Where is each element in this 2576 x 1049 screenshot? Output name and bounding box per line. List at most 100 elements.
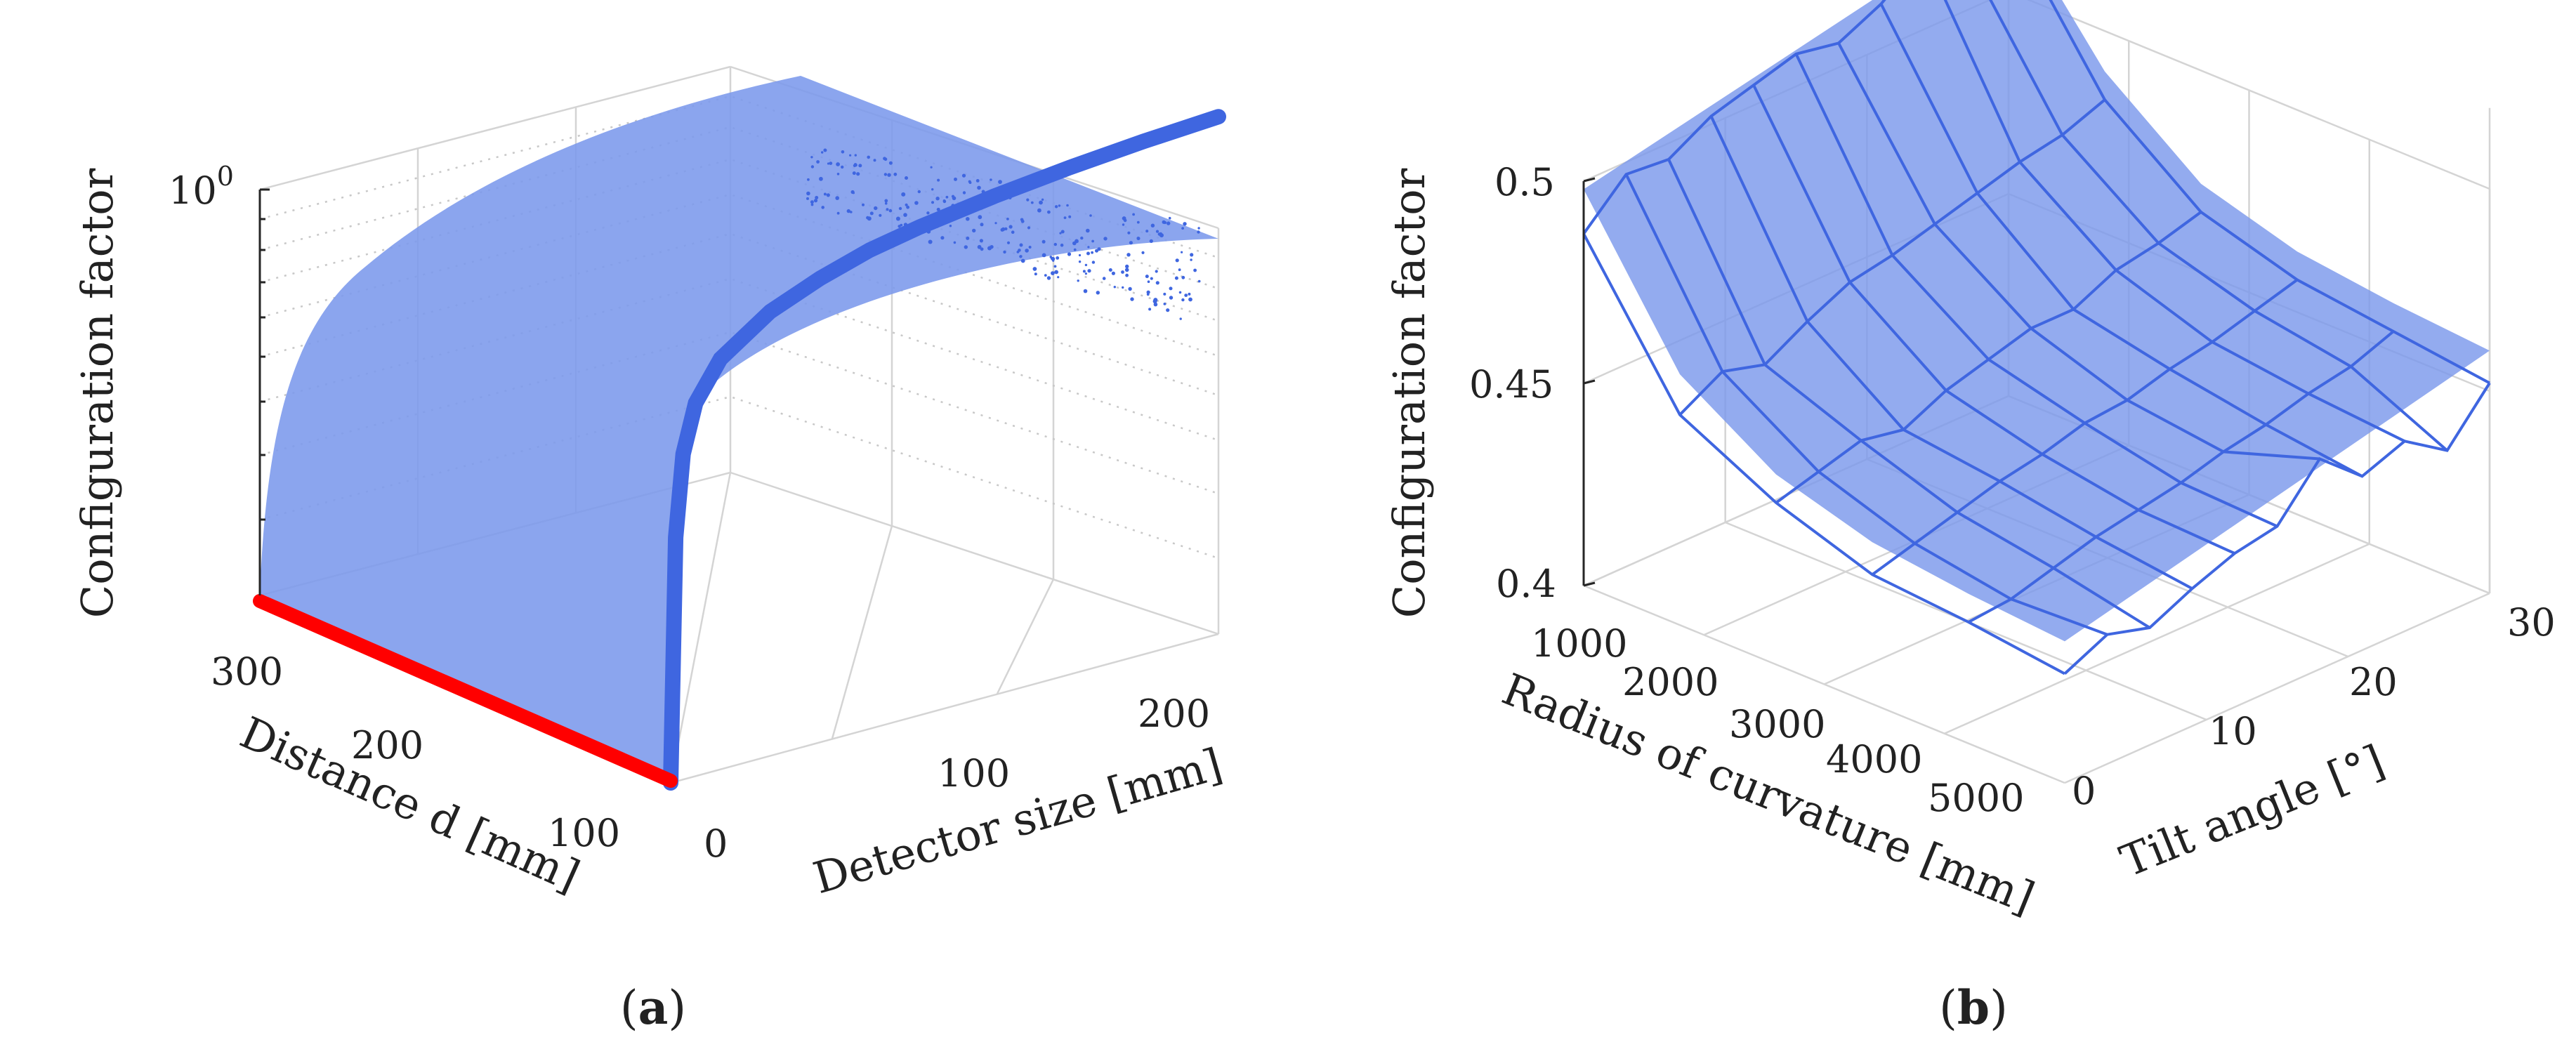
panel-a-scatter-dot <box>813 199 818 203</box>
panel-a-scatter-dot <box>1188 292 1191 296</box>
panel-a-scatter-dot <box>1132 213 1135 216</box>
panel-a-scatter-dot <box>1141 251 1145 254</box>
panel-a-scatter-dot <box>1125 273 1129 277</box>
panel-b-surface <box>1584 0 2490 642</box>
panel-a-scatter-dot <box>1011 230 1015 235</box>
panel-a-scatter-dot <box>835 196 839 200</box>
panel-a-scatter-dot <box>883 157 886 161</box>
panel-a-scatter-dot <box>1083 289 1088 293</box>
panel-b-mesh-line <box>1582 0 1886 235</box>
panel-a-scatter-dot <box>1145 275 1149 279</box>
panel-a-scatter-dot <box>1049 256 1053 258</box>
panel-b-mesh-line <box>1968 330 2395 624</box>
panel-a-caption-letter: a <box>638 980 669 1035</box>
panel-a-scatter-dot <box>962 191 966 194</box>
panel-a-scatter-dot <box>953 241 957 244</box>
panel-a-scatter-dot <box>1168 216 1171 220</box>
panel-b-smooth-surface <box>1584 0 2490 642</box>
panel-a-surface-plot: 100 300 200 100 0 100 200 Configuration … <box>72 65 1228 1035</box>
panel-a-scatter-dot <box>1089 214 1092 217</box>
panel-a-scatter-dot <box>1155 281 1159 285</box>
panel-b-z-tick-04: 0.4 <box>1496 562 1556 606</box>
panel-a-scatter-dot <box>854 154 857 157</box>
panel-a-scatter-dot <box>1056 256 1060 260</box>
panel-a-scatter-dot <box>869 211 874 216</box>
panel-a-scatter-dot <box>1078 260 1082 263</box>
panel-a-scatter-dot <box>879 213 882 217</box>
panel-a-scatter-dot <box>874 206 878 211</box>
panel-a-scatter-dot <box>1190 253 1194 257</box>
panel-a-scatter-dot <box>945 195 949 199</box>
panel-a-scatter-dot <box>1122 223 1125 226</box>
panel-a-scatter-dot <box>1026 198 1030 202</box>
panel-a-scatter-dot <box>1091 239 1094 243</box>
panel-a-scatter-dot <box>823 148 827 152</box>
panel-a-scatter-dot <box>1128 286 1132 291</box>
panel-b-z-tick-045: 0.45 <box>1469 362 1553 407</box>
panel-b-z-tick <box>1583 379 1596 385</box>
panel-a-scatter-dot <box>810 165 815 169</box>
panel-a-scatter-dot <box>1068 215 1072 218</box>
panel-b-mesh <box>1582 0 2491 675</box>
panel-a-scatter-dot <box>806 197 809 200</box>
panel-a-scatter-dot <box>990 178 992 181</box>
panel-a-scatter-dot <box>1087 246 1090 249</box>
panel-a-scatter-dot <box>905 176 908 180</box>
panel-a-scatter-dot <box>1145 230 1149 233</box>
panel-a-scatter-dot <box>966 236 970 240</box>
panel-a-scatter-dot <box>1167 221 1171 225</box>
panel-a-surface-body <box>260 76 1218 783</box>
panel-a-scatter-dot <box>884 202 888 205</box>
panel-a-scatter-dot <box>1054 205 1058 209</box>
panel-b-mesh-line <box>2063 382 2491 675</box>
panel-a-scatter-dot <box>1051 256 1056 261</box>
panel-a-scatter-dot <box>862 203 865 206</box>
panel-a-scatter-dot <box>1136 220 1140 224</box>
panel-a-scatter-dot <box>901 192 906 197</box>
panel-a-scatter-dot <box>841 150 845 154</box>
panel-a-scatter-dot <box>1146 290 1150 294</box>
panel-b-grid-line <box>1583 584 2065 784</box>
panel-a-y-tick-100: 100 <box>548 811 620 855</box>
panel-b-grid-line <box>1944 543 2370 734</box>
panel-a-y-tick-300: 300 <box>211 649 283 694</box>
panel-a-scatter-dot <box>867 155 870 159</box>
panel-a-scatter-dot <box>819 176 823 181</box>
panel-a-z-tick-exponent: 0 <box>217 161 234 192</box>
panel-a-scatter-dot <box>821 206 824 209</box>
panel-a-scatter-dot <box>1054 270 1058 275</box>
panel-a-red-line <box>253 594 678 788</box>
panel-a-scatter-dot <box>900 223 903 227</box>
panel-a-scatter-dot <box>806 191 810 196</box>
panel-a-scatter-dot <box>964 245 968 249</box>
panel-a-scatter-dot <box>1063 216 1067 219</box>
panel-a-scatter-dot <box>1169 286 1173 291</box>
panel-a-scatter-dot <box>978 215 983 220</box>
panel-a-scatter-dot <box>975 179 980 183</box>
panel-a-scatter-dot <box>1095 249 1098 253</box>
panel-a-scatter-dot <box>1087 269 1091 273</box>
panel-a-scatter-dot <box>1032 267 1037 271</box>
panel-a-scatter-dot <box>1188 297 1192 302</box>
panel-a-scatter-dot <box>1122 286 1124 289</box>
panel-a-scatter-dot <box>816 160 820 164</box>
panel-b-y-tick-10: 10 <box>2209 709 2257 753</box>
panel-a-caption: (a) <box>620 980 686 1035</box>
panel-a-scatter-dot <box>1060 230 1065 234</box>
panel-a-scatter-dot <box>1153 302 1158 307</box>
panel-a-scatter-dot <box>888 161 893 165</box>
panel-a-scatter-dot <box>937 178 940 182</box>
panel-a-z-tick-base: 10 <box>169 169 217 213</box>
panel-a-scatter-dot <box>884 199 888 203</box>
panel-a-scatter-dot <box>906 205 909 209</box>
panel-a-scatter-dot <box>1148 308 1152 311</box>
panel-a-scatter-dot <box>1041 239 1046 244</box>
panel-a-scatter-dot <box>954 177 957 181</box>
panel-b-mesh-line <box>1624 173 2108 636</box>
panel-a-scatter-dot <box>961 173 966 178</box>
panel-a-scatter-dot <box>1053 242 1058 246</box>
panel-a-x-axis-label: Detector size [mm] <box>808 738 1228 904</box>
panel-a-scatter-dot <box>935 197 940 201</box>
panel-a-scatter-dot <box>1028 246 1032 249</box>
